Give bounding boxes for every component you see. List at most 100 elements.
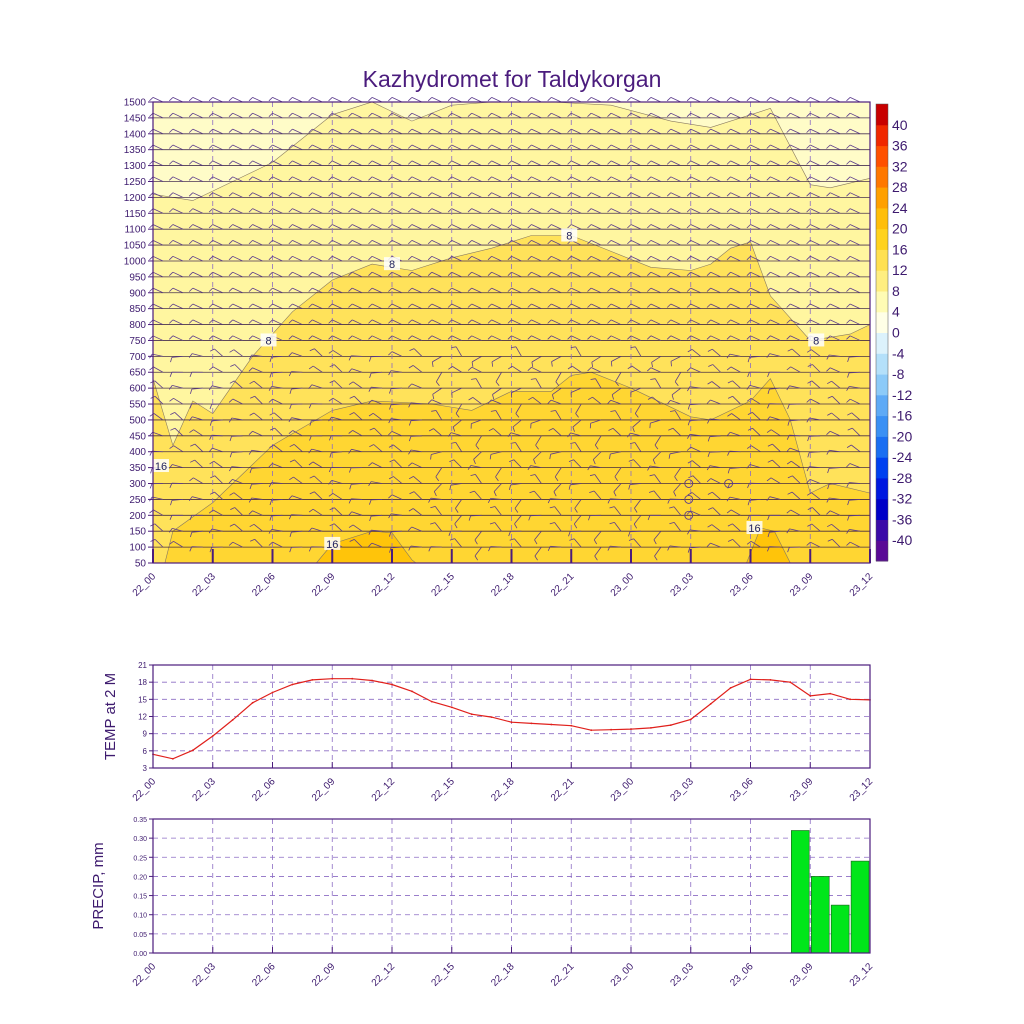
- wind-barb-flag: [328, 480, 333, 485]
- wind-barb-shaft: [172, 176, 184, 182]
- wind-barb-shaft: [271, 529, 283, 532]
- wind-barb-flag: [607, 400, 611, 405]
- wind-barb-flag: [209, 420, 213, 426]
- wind-barb-flag: [454, 523, 458, 529]
- wind-barb-flag: [467, 256, 472, 261]
- wind-barb-shaft: [252, 430, 263, 437]
- wind-barb-flag: [846, 482, 850, 488]
- wind-barb-shaft: [650, 271, 662, 278]
- wind-barb-flag: [786, 112, 791, 117]
- colorbar-swatch: [876, 394, 888, 417]
- wind-barb-shaft: [234, 507, 243, 516]
- wind-barb-shaft: [291, 495, 303, 500]
- wind-barb-flag: [475, 444, 480, 450]
- wind-barb-flag: [547, 256, 552, 261]
- wind-barb-shaft: [192, 496, 203, 500]
- wind-barb-shaft: [312, 508, 323, 516]
- wind-barb-shaft: [412, 508, 423, 516]
- wind-barb-shaft: [730, 335, 741, 341]
- wind-barb-flag: [427, 97, 433, 102]
- wind-barb-shaft: [551, 112, 562, 119]
- wind-barb-shaft: [630, 97, 642, 103]
- wind-barb-flag: [435, 381, 440, 386]
- wind-barb-shaft: [451, 255, 462, 262]
- wind-barb-flag: [786, 144, 791, 149]
- wind-barb-shaft: [551, 255, 562, 262]
- wind-barb-shaft: [594, 435, 602, 446]
- wind-barb-shaft: [451, 144, 462, 151]
- wind-barb-shaft: [635, 346, 642, 357]
- wind-barb-flag: [208, 447, 213, 453]
- wind-barb-flag: [427, 303, 433, 308]
- wind-barb-flag: [268, 386, 272, 391]
- wind-barb-flag: [686, 128, 691, 133]
- wind-barb-flag: [169, 445, 174, 449]
- wind-barb-flag: [168, 464, 173, 469]
- wind-barb-shaft: [271, 499, 283, 501]
- wind-barb-shaft: [531, 192, 542, 198]
- wind-barb-flag: [806, 144, 811, 149]
- wind-barb-flag: [767, 546, 770, 552]
- wind-barb-shaft: [371, 271, 383, 278]
- wind-barb-flag: [826, 354, 830, 360]
- wind-barb-shaft: [531, 97, 542, 103]
- wind-barb-flag: [487, 112, 492, 117]
- wind-barb-flag: [467, 224, 472, 229]
- wind-barb-flag: [168, 528, 173, 533]
- wind-barb-shaft: [493, 428, 502, 437]
- wind-barb-shaft: [790, 192, 801, 198]
- wind-barb-shaft: [829, 510, 841, 516]
- wind-barb-flag: [534, 555, 538, 561]
- x-tick-label: 22_21: [549, 571, 577, 599]
- wind-barb-flag: [491, 361, 494, 367]
- wind-barb-shaft: [372, 462, 383, 468]
- wind-barb-flag: [610, 361, 613, 367]
- y-tick-label: 200: [129, 511, 146, 522]
- wind-barb-flag: [169, 160, 174, 165]
- wind-barb-flag: [368, 303, 373, 308]
- wind-barb-flag: [268, 160, 273, 165]
- wind-barb-flag: [308, 192, 313, 197]
- wind-barb-flag: [248, 287, 253, 292]
- wind-barb-shaft: [152, 240, 164, 246]
- wind-barb-shaft: [491, 208, 502, 214]
- wind-barb-shaft: [551, 128, 562, 135]
- wind-barb-shaft: [152, 192, 164, 198]
- wind-barb-shaft: [610, 451, 622, 455]
- wind-barb-flag: [309, 348, 315, 352]
- wind-barb-shaft: [410, 402, 422, 405]
- wind-barb-shaft: [710, 287, 721, 294]
- wind-barb-shaft: [431, 335, 442, 341]
- temperature-point: [769, 679, 772, 681]
- wind-barb-shaft: [192, 160, 203, 166]
- wind-barb-shaft: [232, 255, 243, 262]
- wind-barb-flag: [169, 287, 174, 292]
- wind-barb-shaft: [172, 128, 184, 135]
- wind-barb-shaft: [352, 430, 363, 437]
- wind-barb-shaft: [670, 355, 681, 362]
- wind-barb-flag: [630, 346, 636, 348]
- wind-barb-shaft: [591, 144, 602, 151]
- wind-barb-flag: [726, 319, 731, 324]
- wind-barb-shaft: [451, 192, 462, 198]
- wind-barb-flag: [447, 271, 452, 276]
- wind-barb-flag: [427, 128, 433, 133]
- wind-barb-shaft: [831, 412, 841, 421]
- wind-barb-shaft: [351, 511, 363, 516]
- wind-barb-shaft: [630, 387, 642, 393]
- wind-barb-shaft: [491, 192, 502, 198]
- wind-barb-shaft: [535, 378, 542, 389]
- wind-barb-shaft: [630, 335, 642, 341]
- wind-barb-shaft: [455, 346, 463, 357]
- wind-barb-flag: [509, 459, 514, 463]
- wind-barb-shaft: [630, 255, 642, 262]
- wind-barb-shaft: [810, 224, 821, 230]
- y-tick-label: 1250: [124, 177, 147, 188]
- wind-barb-shaft: [172, 464, 183, 469]
- wind-barb-flag: [766, 192, 771, 197]
- wind-barb-shaft: [152, 144, 164, 151]
- wind-barb-flag: [507, 365, 513, 370]
- wind-barb-shaft: [272, 97, 283, 103]
- wind-barb-flag: [308, 335, 313, 340]
- wind-barb-flag: [766, 429, 772, 433]
